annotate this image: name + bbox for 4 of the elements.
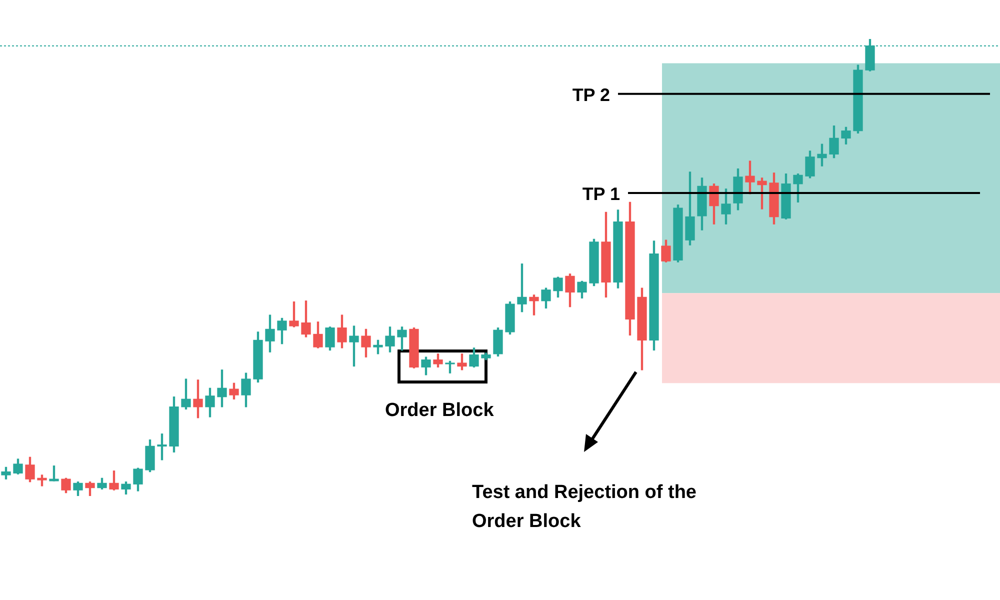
annotation: Order Block bbox=[385, 400, 494, 422]
annotation: Test and Rejection of the Order Block bbox=[472, 481, 698, 534]
ref-line-label: TP 1 bbox=[582, 184, 620, 204]
ref-line-label: TP 2 bbox=[572, 84, 610, 105]
